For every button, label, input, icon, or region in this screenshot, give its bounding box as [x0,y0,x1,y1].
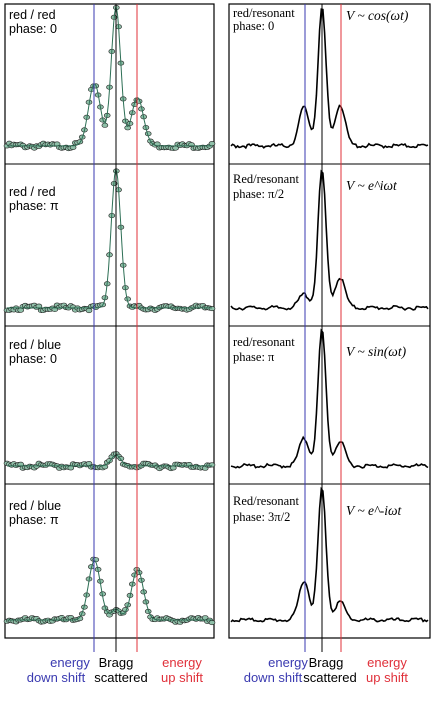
data-point [208,620,216,626]
signal-trace [230,8,429,150]
right-panel-3-label: red/resonant [233,335,295,349]
up-shift-label-right-1: energy [367,655,407,670]
left-frame [4,3,215,639]
signal-trace [230,486,429,623]
data-point [85,308,93,314]
down-shift-label-right-2: down shift [244,670,303,685]
right-panel-3-formula: V ~ sin(ωt) [346,344,407,359]
fit-line [7,169,212,309]
right-panel-2-label: Red/resonant [233,172,299,186]
up-shift-label-left-2: up shift [161,670,203,685]
bragg-label-right-1: Bragg [309,655,344,670]
left-panel-2-phase: phase: π [9,199,59,213]
right-panel-1-label: red/resonant [233,6,295,20]
plots-layer [3,5,429,626]
left-panel-2-label: red / red [9,185,56,199]
right-panel-1-phase: phase: 0 [233,19,274,33]
right-panel-4-formula: V ~ e^-iωt [346,503,403,518]
bragg-label-left-2: scattered [94,670,147,685]
signal-trace [230,169,429,311]
right-panel-2-phase: phase: π/2 [233,187,284,201]
right-panel-2-formula: V ~ e^iωt [346,178,398,193]
bragg-label-left-1: Bragg [99,655,134,670]
left-panel-4-label: red / blue [9,499,61,513]
right-panel-4-label: Red/resonant [233,494,299,508]
data-point [101,122,109,128]
fit-line [7,560,212,621]
right-panel-3-phase: phase: π [233,350,275,364]
data-point [124,125,131,131]
right-panel-1-formula: V ~ cos(ωt) [346,8,409,23]
data-point [208,462,216,468]
up-shift-label-left-1: energy [162,655,202,670]
data-point [208,141,216,147]
right-panel-4-phase: phase: 3π/2 [233,510,290,524]
signal-trace [230,328,429,469]
left-panel-3-label: red / blue [9,338,61,352]
up-shift-label-right-2: up shift [366,670,408,685]
down-shift-label-right-1: energy [268,655,308,670]
left-panel-3-phase: phase: 0 [9,352,57,366]
down-shift-label-left-2: down shift [27,670,86,685]
left-panel-1-label: red / red [9,8,56,22]
fit-line [7,454,212,467]
bragg-label-right-2: scattered [303,670,356,685]
down-shift-label-left-1: energy [50,655,90,670]
left-panel-1-phase: phase: 0 [9,22,57,36]
data-point [208,306,216,312]
left-panel-4-phase: phase: π [9,513,59,527]
fit-line [7,6,212,147]
right-frame [228,3,431,639]
